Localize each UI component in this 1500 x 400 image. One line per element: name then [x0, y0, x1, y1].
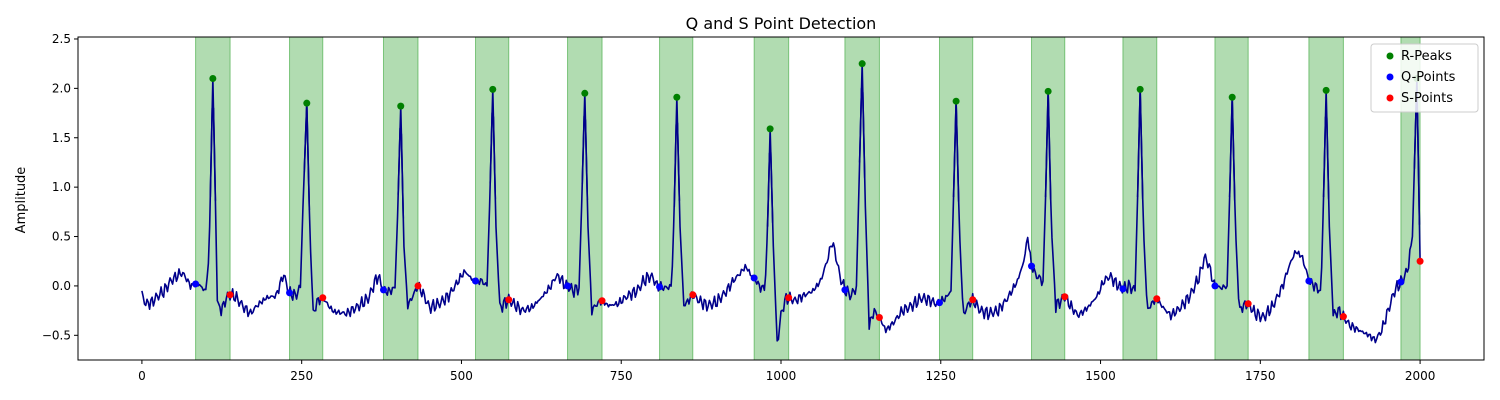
y-tick-label: 0.0	[52, 279, 71, 293]
x-tick-label: 1500	[1085, 369, 1116, 383]
y-tick-label: 1.5	[52, 131, 71, 145]
q-point	[1211, 282, 1219, 290]
s-point	[969, 296, 977, 304]
r-peak-point	[581, 89, 589, 97]
s-point	[1153, 295, 1161, 303]
q-point	[1305, 277, 1313, 285]
legend-marker-s-points	[1386, 94, 1394, 102]
q-point	[564, 282, 572, 290]
q-point	[935, 299, 943, 307]
q-point	[1028, 262, 1036, 270]
y-tick-label: 2.0	[52, 81, 71, 95]
legend-label-q-points: Q-Points	[1401, 70, 1456, 85]
s-point	[319, 294, 327, 302]
r-peak-point	[397, 102, 405, 110]
r-peak-point	[766, 125, 774, 133]
ecg-signal-line	[141, 87, 1421, 344]
q-point	[1397, 278, 1405, 286]
r-peak-point	[1322, 86, 1330, 94]
s-point	[414, 282, 422, 290]
x-tick-label: 1750	[1245, 369, 1276, 383]
qrs-region	[289, 36, 324, 361]
legend-marker-q-points	[1386, 73, 1394, 81]
qrs-region	[382, 36, 419, 361]
s-point	[505, 296, 513, 304]
qrs-region	[1031, 36, 1066, 361]
q-point	[1119, 285, 1127, 293]
s-point	[1061, 293, 1069, 301]
x-tick-label: 2000	[1405, 369, 1436, 383]
qrs-region	[567, 36, 603, 361]
x-axis: 0 250 500 750 1000 1250 1500 1750 2000	[138, 360, 1435, 383]
qrs-region	[1122, 36, 1158, 361]
q-point	[192, 280, 200, 288]
r-peak-point	[673, 93, 681, 101]
qrs-region	[475, 36, 510, 361]
s-point	[1416, 257, 1424, 265]
legend-box	[1370, 43, 1479, 113]
y-axis-label: Amplitude	[14, 167, 29, 234]
r-peak-point	[1228, 93, 1236, 101]
x-tick-label: 750	[610, 369, 633, 383]
r-peak-point	[858, 60, 866, 68]
q-point	[472, 277, 480, 285]
s-point	[1244, 300, 1252, 308]
r-peak-point	[489, 85, 497, 93]
q-point	[379, 286, 387, 294]
q-point	[750, 274, 758, 282]
chart-title: Q and S Point Detection	[686, 14, 877, 33]
s-point	[1339, 313, 1347, 321]
r-peak-point	[1044, 87, 1052, 95]
r-peak-point	[303, 99, 311, 107]
x-tick-label: 0	[138, 369, 146, 383]
qrs-region	[659, 36, 694, 361]
y-tick-label: −0.5	[42, 328, 71, 342]
points-layer	[192, 60, 1424, 322]
s-point	[689, 291, 697, 299]
r-peak-point	[952, 97, 960, 105]
s-point	[785, 294, 793, 302]
y-axis: −0.5 0.0 0.5 1.0 1.5 2.0 2.5	[42, 32, 78, 342]
s-point	[875, 314, 883, 322]
y-tick-label: 1.0	[52, 180, 71, 194]
y-tick-label: 2.5	[52, 32, 71, 46]
x-tick-label: 500	[450, 369, 473, 383]
legend-label-r-peaks: R-Peaks	[1401, 49, 1452, 64]
x-tick-label: 1250	[925, 369, 956, 383]
s-point	[226, 291, 234, 299]
s-point	[598, 297, 606, 305]
r-peak-point	[1136, 85, 1144, 93]
r-peak-point	[209, 74, 217, 82]
q-point	[656, 283, 664, 291]
q-point	[841, 286, 849, 294]
y-tick-label: 0.5	[52, 230, 71, 244]
q-point	[286, 289, 294, 297]
legend-label-s-points: S-Points	[1401, 91, 1453, 106]
legend: R-Peaks Q-Points S-Points	[1370, 43, 1479, 113]
legend-marker-r-peaks	[1386, 52, 1394, 60]
x-tick-label: 1000	[766, 369, 797, 383]
qrs-region	[938, 36, 974, 361]
x-tick-label: 250	[290, 369, 313, 383]
